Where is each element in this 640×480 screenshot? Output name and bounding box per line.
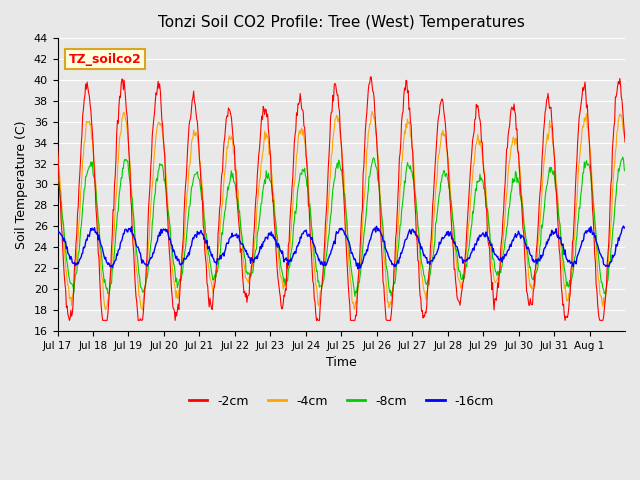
Title: Tonzi Soil CO2 Profile: Tree (West) Temperatures: Tonzi Soil CO2 Profile: Tree (West) Temp… bbox=[158, 15, 525, 30]
X-axis label: Time: Time bbox=[326, 356, 356, 369]
Legend: -2cm, -4cm, -8cm, -16cm: -2cm, -4cm, -8cm, -16cm bbox=[184, 390, 499, 413]
Y-axis label: Soil Temperature (C): Soil Temperature (C) bbox=[15, 120, 28, 249]
Text: TZ_soilco2: TZ_soilco2 bbox=[69, 53, 141, 66]
